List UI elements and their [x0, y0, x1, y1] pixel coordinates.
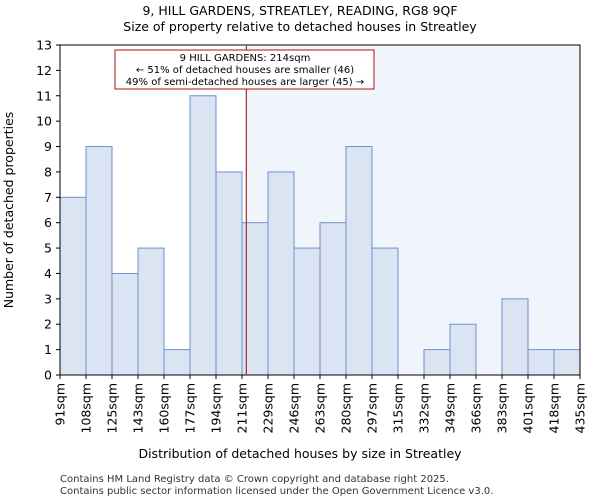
bar-263sqm	[319, 222, 347, 376]
bar-401sqm	[527, 349, 555, 376]
x-tick-label: 211sqm	[235, 383, 250, 433]
x-axis-label: Distribution of detached houses by size …	[138, 446, 462, 461]
bar-418sqm	[553, 349, 581, 376]
x-tick-label: 194sqm	[209, 383, 224, 433]
x-tick-label: 108sqm	[79, 383, 94, 433]
x-tick-label: 383sqm	[495, 383, 510, 433]
x-tick-label: 418sqm	[547, 383, 562, 433]
y-tick-label: 2	[44, 317, 52, 332]
x-tick-label: 246sqm	[287, 383, 302, 433]
x-tick-label: 177sqm	[183, 383, 198, 433]
y-tick-label: 9	[44, 139, 52, 154]
x-tick-label: 401sqm	[521, 383, 536, 433]
bar-349sqm	[449, 323, 477, 376]
bar-297sqm	[371, 247, 399, 376]
y-tick-label: 4	[44, 266, 52, 281]
bar-246sqm	[293, 247, 321, 376]
y-tick-label: 13	[36, 38, 52, 53]
annotation-box: 9 HILL GARDENS: 214sqm ← 51% of detached…	[114, 49, 375, 90]
y-tick-label: 0	[44, 368, 52, 383]
y-tick-label: 10	[36, 114, 52, 129]
bar-143sqm	[137, 247, 165, 376]
bar-332sqm	[423, 349, 451, 376]
annotation-line1: 9 HILL GARDENS: 214sqm	[180, 53, 311, 64]
chart-title: 9, HILL GARDENS, STREATLEY, READING, RG8…	[142, 3, 457, 18]
bar-91sqm	[59, 196, 87, 376]
x-tick-label: 280sqm	[339, 383, 354, 433]
bar-160sqm	[163, 349, 191, 376]
y-tick-label: 3	[44, 291, 52, 306]
bar-383sqm	[501, 298, 529, 376]
annotation-line2: ← 51% of detached houses are smaller (46…	[136, 65, 354, 76]
y-tick-label: 5	[44, 241, 52, 256]
bar-108sqm	[85, 146, 113, 376]
y-tick-label: 7	[44, 190, 52, 205]
chart-subtitle: Size of property relative to detached ho…	[123, 19, 477, 34]
x-tick-label: 125sqm	[105, 383, 120, 433]
bar-194sqm	[215, 171, 243, 376]
x-tick-label: 435sqm	[573, 383, 588, 433]
y-axis-label: Number of detached properties	[1, 112, 16, 309]
x-tick-label: 143sqm	[131, 383, 146, 433]
y-tick-label: 11	[36, 88, 52, 103]
x-tick-label: 229sqm	[261, 383, 276, 433]
x-tick-label: 315sqm	[391, 383, 406, 433]
x-tick-label: 349sqm	[443, 383, 458, 433]
y-tick-label: 12	[36, 63, 52, 78]
x-tick-label: 160sqm	[157, 383, 172, 433]
bar-125sqm	[111, 272, 139, 376]
y-tick-label: 8	[44, 164, 52, 179]
x-tick-label: 366sqm	[469, 383, 484, 433]
bar-177sqm	[189, 95, 217, 376]
y-tick-label: 6	[44, 215, 52, 230]
x-tick-label: 297sqm	[365, 383, 380, 433]
bar-280sqm	[345, 146, 373, 376]
annotation-line3: 49% of semi-detached houses are larger (…	[126, 77, 364, 88]
y-tick-label: 1	[44, 342, 52, 357]
footer-line2: Contains public sector information licen…	[60, 486, 493, 497]
footer-line1: Contains HM Land Registry data © Crown c…	[60, 474, 449, 485]
bar-229sqm	[267, 171, 295, 376]
x-tick-label: 332sqm	[417, 383, 432, 433]
x-tick-label: 91sqm	[53, 383, 68, 426]
x-tick-label: 263sqm	[313, 383, 328, 433]
